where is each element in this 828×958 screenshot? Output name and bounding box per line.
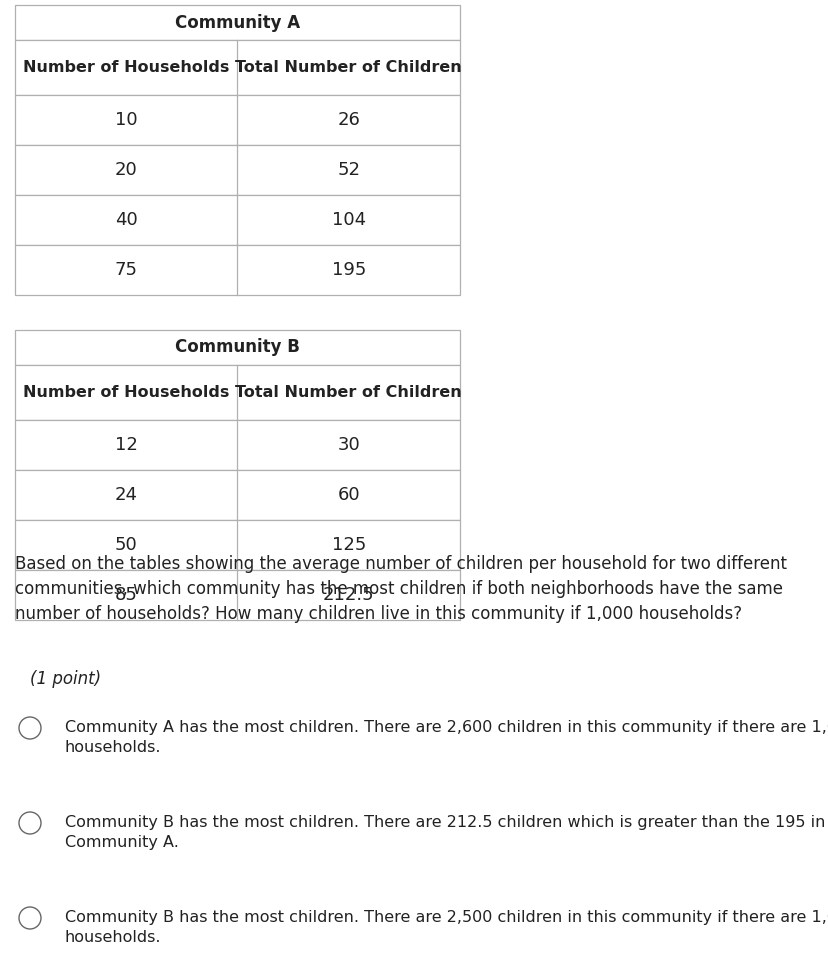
Text: Number of Households: Number of Households [23, 60, 229, 75]
Bar [15, 520, 460, 570]
Bar [15, 245, 460, 295]
Text: Number of Households: Number of Households [23, 385, 229, 400]
Text: 85: 85 [114, 586, 137, 604]
Text: 12: 12 [114, 436, 137, 454]
Text: 52: 52 [337, 161, 360, 179]
Text: Community B has the most children. There are 212.5 children which is greater tha: Community B has the most children. There… [65, 815, 825, 850]
Text: Community A: Community A [175, 13, 300, 32]
Text: 24: 24 [114, 486, 137, 504]
Bar [15, 145, 460, 195]
Text: Community B has the most children. There are 2,500 children in this community if: Community B has the most children. There… [65, 910, 828, 945]
Bar [15, 570, 460, 620]
Text: 50: 50 [115, 536, 137, 554]
Text: 40: 40 [115, 211, 137, 229]
Text: 212.5: 212.5 [323, 586, 374, 604]
Text: Based on the tables showing the average number of children per household for two: Based on the tables showing the average … [15, 555, 786, 623]
Text: 30: 30 [337, 436, 359, 454]
Text: 10: 10 [115, 111, 137, 129]
Text: Community A has the most children. There are 2,600 children in this community if: Community A has the most children. There… [65, 720, 828, 755]
Bar [15, 195, 460, 245]
Bar [15, 365, 460, 420]
Text: 195: 195 [331, 261, 365, 279]
Text: Total Number of Children: Total Number of Children [235, 60, 461, 75]
Text: 125: 125 [331, 536, 365, 554]
Text: 104: 104 [331, 211, 365, 229]
Text: 20: 20 [115, 161, 137, 179]
Bar [15, 330, 460, 365]
Bar [15, 420, 460, 470]
Text: 60: 60 [337, 486, 359, 504]
Bar [15, 40, 460, 95]
Bar [15, 5, 460, 40]
Text: 75: 75 [114, 261, 137, 279]
Text: (1 point): (1 point) [30, 670, 101, 688]
Bar [15, 470, 460, 520]
Text: Total Number of Children: Total Number of Children [235, 385, 461, 400]
Bar [15, 95, 460, 145]
Text: Community B: Community B [175, 338, 300, 356]
Text: 26: 26 [337, 111, 359, 129]
